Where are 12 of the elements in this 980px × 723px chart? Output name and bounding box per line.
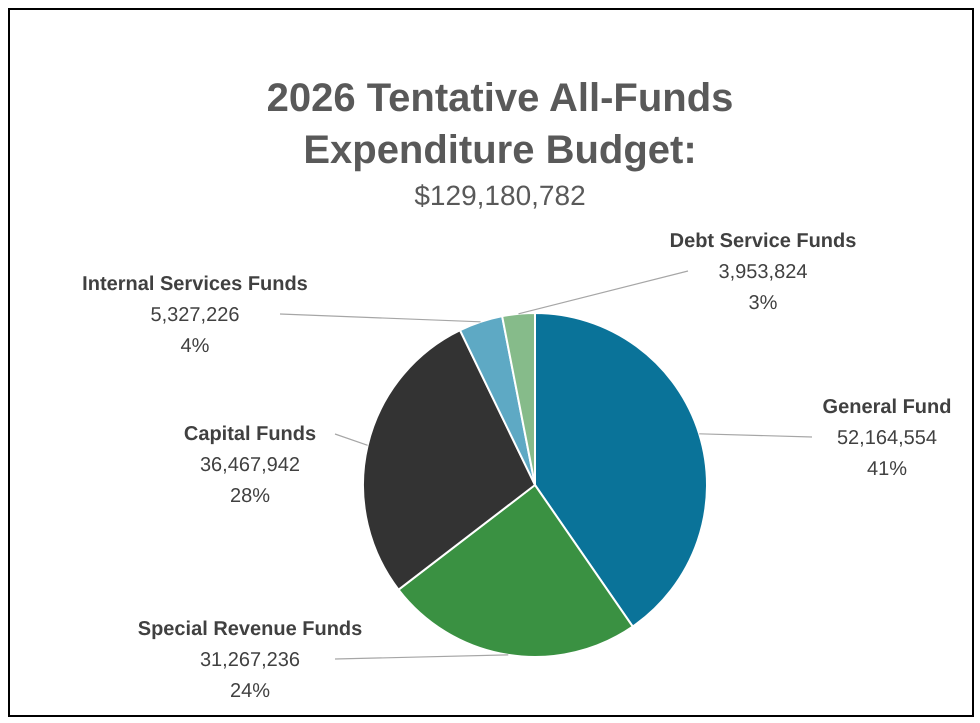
slice-label: Capital Funds (184, 423, 316, 445)
chart-subtitle: $129,180,782 (413, 179, 587, 213)
slice-label: Debt Service Funds (670, 230, 856, 252)
slice-label: Special Revenue Funds (138, 618, 362, 640)
data-label: 3,953,824 3% (718, 261, 808, 314)
slice-label: General Fund (822, 396, 952, 418)
data-label: 52,164,554 41% (836, 427, 938, 480)
chart-title: 2026 Tentative All-Funds Expenditure Budget: (266, 75, 734, 174)
data-label: 36,467,942 28% (200, 454, 300, 507)
data-label: 5,327,226 4% (150, 304, 240, 357)
data-label: 31,267,236 24% (200, 649, 300, 702)
slice-label: Internal Services Funds (82, 273, 308, 295)
